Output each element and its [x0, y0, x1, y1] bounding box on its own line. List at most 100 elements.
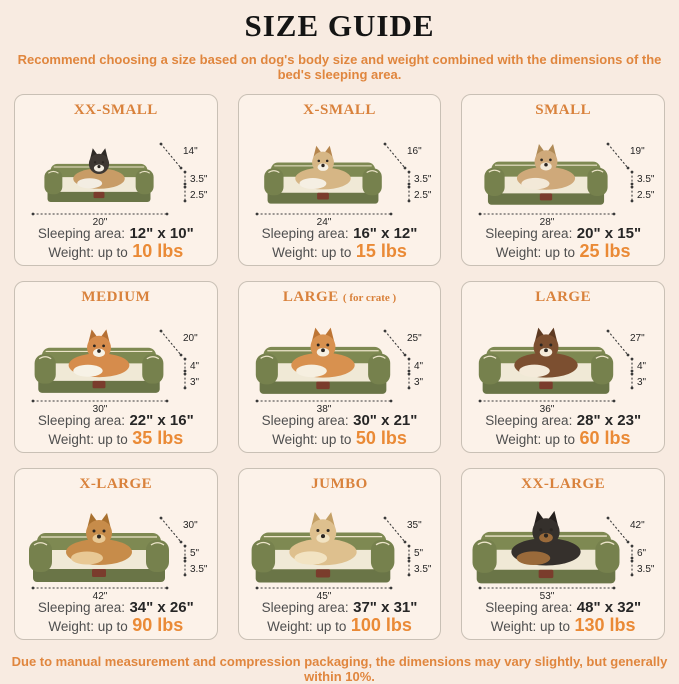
weight-label: Weight: up to [490, 618, 571, 634]
size-label: X-SMALL [239, 102, 441, 119]
dimension-depth: 20" [159, 329, 198, 356]
arm-piping-right [366, 169, 378, 173]
dimension-width: 20" [31, 212, 169, 227]
base-height-value: 3.5" [637, 564, 655, 575]
sleeping-area-line: Sleeping area: 12" x 10" [15, 225, 217, 243]
bed-arm-right [595, 538, 620, 573]
bolster-bed [255, 327, 390, 394]
weight-value: 35 lbs [132, 427, 184, 448]
depth-value: 30" [183, 520, 198, 531]
disclaimer-text: Due to manual measurement and compressio… [11, 654, 668, 684]
arm-piping-left [267, 169, 280, 173]
bolster-bed [263, 145, 382, 204]
dimension-width: 45" [255, 586, 393, 601]
dimension-base-height: 3.5" [630, 559, 655, 576]
sleeping-area-line: Sleeping area: 37" x 31" [239, 599, 441, 617]
brand-tag [315, 380, 330, 389]
base-height-value: 3" [414, 377, 424, 388]
dog-head [86, 519, 112, 546]
sleeping-area-line: Sleeping area: 16" x 12" [239, 225, 441, 243]
arm-piping-right [372, 355, 386, 359]
dimension-depth: 25" [383, 329, 422, 356]
weight-value: 15 lbs [355, 240, 407, 261]
bolster-bed [251, 511, 395, 583]
bed-arm-left [263, 167, 284, 195]
dimension-base-height: 2.5" [630, 185, 655, 202]
size-name: SMALL [535, 102, 592, 118]
dimension-bolster-height: 6" [630, 544, 647, 559]
brand-tag [538, 569, 554, 578]
size-label: MEDIUM [15, 289, 217, 306]
weight-value: 25 lbs [579, 240, 631, 261]
sleeping-area-label: Sleeping area: [261, 412, 349, 428]
dog-chest [295, 364, 327, 377]
dimension-bolster-height: 3.5" [630, 170, 655, 185]
dimension-width: 30" [31, 399, 169, 414]
bed-arm-right [142, 353, 164, 384]
bed-arm-left [479, 353, 502, 384]
arm-piping-left [488, 169, 501, 173]
bed-illustration: 16" 3.5" 2.5" 24" [255, 142, 432, 227]
dimension-base-height: 3" [630, 372, 647, 389]
dimension-width: 36" [478, 399, 616, 414]
dog-figure [66, 512, 132, 565]
dimension-width: 53" [478, 586, 616, 601]
bolster-bed [472, 510, 620, 583]
sleeping-area-value: 37" x 31" [353, 598, 418, 616]
bed-arm-right [135, 168, 154, 194]
bed-illustration: 20" 4" 3" 30" [31, 328, 200, 414]
dog-head [309, 518, 336, 546]
base-height-value: 3.5" [414, 564, 432, 575]
dog-eye-left [317, 159, 320, 162]
dog-head [310, 333, 336, 359]
bed-illustration: 42" 6" 3.5" 53" [472, 510, 655, 601]
dog-nose [544, 532, 549, 538]
width-value: 20" [93, 217, 108, 227]
weight-label: Weight: up to [48, 244, 128, 260]
sleeping-area-line: Sleeping area: 30" x 21" [239, 412, 441, 430]
depth-value: 14" [183, 146, 198, 157]
sleeping-area-value: 28" x 23" [576, 411, 642, 429]
weight-line: Weight: up to 10 lbs [15, 241, 217, 262]
weight-label: Weight: up to [495, 431, 576, 447]
depth-value: 25" [407, 333, 422, 344]
sleeping-area-label: Sleeping area: [485, 412, 573, 428]
sleeping-area-label: Sleeping area: [485, 225, 573, 241]
sleeping-area-value: 12" x 10" [129, 224, 194, 242]
weight-line: Weight: up to 15 lbs [239, 241, 441, 262]
bed-illustration: 25" 4" 3" 38" [255, 327, 423, 414]
bed-arm-right [146, 539, 169, 572]
brand-tag [92, 380, 106, 388]
brand-tag [315, 568, 330, 577]
dog-head [532, 517, 560, 546]
size-card: X-SMALL [237, 94, 442, 266]
bed-arm-left [255, 353, 278, 384]
dog-nose [97, 164, 101, 168]
size-grid: XX-SMALL [0, 82, 679, 640]
dog-head [87, 335, 111, 360]
sleeping-area-value: 48" x 32" [576, 598, 642, 616]
sleeping-area-line: Sleeping area: 28" x 23" [462, 412, 664, 430]
dimension-base-height: 3.5" [183, 559, 208, 576]
dog-figure [290, 327, 355, 378]
arm-piping-right [595, 355, 610, 359]
dimension-width: 38" [255, 399, 393, 414]
dimension-base-height: 3" [183, 372, 200, 389]
dimension-depth: 30" [159, 516, 198, 543]
dimension-width: 28" [478, 212, 616, 227]
dimension-base-height: 3" [407, 372, 423, 389]
arm-piping-left [33, 541, 48, 546]
dimension-base-height: 2.5" [407, 185, 432, 202]
bed-illustration: 19" 3.5" 2.5" 28" [478, 142, 655, 227]
size-name: JUMBO [311, 476, 368, 492]
size-name: X-SMALL [303, 102, 376, 118]
weight-label: Weight: up to [48, 431, 128, 447]
brand-tag [539, 380, 554, 389]
sleeping-area-label: Sleeping area: [37, 412, 125, 428]
weight-value: 90 lbs [132, 614, 184, 635]
depth-value: 42" [630, 520, 645, 531]
width-value: 30" [93, 404, 108, 414]
size-card: LARGE ( for crate ) [237, 281, 442, 453]
brand-tag [316, 192, 329, 199]
